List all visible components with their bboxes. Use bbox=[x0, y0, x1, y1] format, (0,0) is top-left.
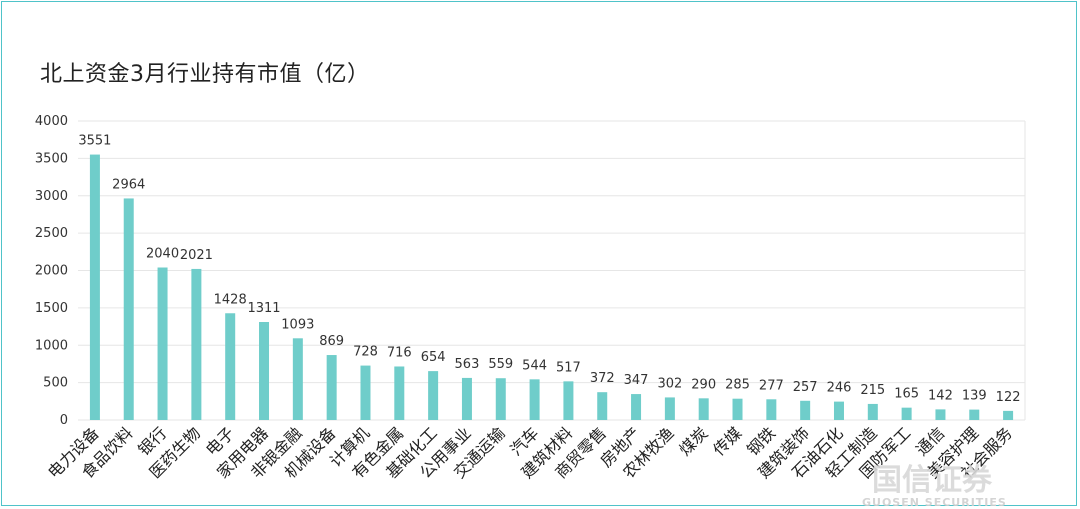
bars bbox=[89, 154, 1014, 420]
data-label: 544 bbox=[522, 358, 547, 373]
x-tick-label: 煤炭 bbox=[675, 423, 711, 459]
data-label: 2021 bbox=[180, 248, 213, 263]
bar bbox=[631, 394, 642, 420]
watermark-text: 国信证券 bbox=[872, 463, 993, 498]
bar bbox=[969, 409, 980, 420]
data-label: 246 bbox=[827, 381, 852, 396]
bar bbox=[123, 198, 134, 420]
data-label: 372 bbox=[590, 371, 615, 386]
bar bbox=[597, 392, 608, 420]
data-label: 1428 bbox=[214, 292, 247, 307]
data-label: 142 bbox=[928, 388, 953, 403]
data-label: 347 bbox=[624, 373, 649, 388]
bar bbox=[698, 398, 709, 420]
y-tick-label: 4000 bbox=[35, 114, 68, 129]
bar bbox=[901, 407, 912, 420]
watermark: 国信证券 GUOSEN SECURITIES bbox=[862, 463, 1007, 509]
data-label: 869 bbox=[319, 334, 344, 349]
data-label: 654 bbox=[421, 350, 446, 365]
bar bbox=[191, 268, 202, 420]
data-label: 165 bbox=[894, 387, 919, 402]
data-label: 559 bbox=[488, 357, 513, 372]
chart-title: 北上资金3月行业持有市值（亿） bbox=[40, 62, 370, 87]
data-label: 517 bbox=[556, 360, 581, 375]
data-label: 277 bbox=[759, 378, 784, 393]
bar bbox=[259, 322, 270, 420]
gridlines bbox=[78, 120, 1026, 421]
data-label: 122 bbox=[996, 390, 1021, 405]
data-label: 285 bbox=[725, 378, 750, 393]
y-tick-label: 2000 bbox=[35, 264, 68, 279]
x-axis-categories: 电力设备食品饮料银行医药生物电子家用电器非银金融机械设备计算机有色金属基础化工公… bbox=[44, 423, 1016, 482]
bar bbox=[292, 338, 303, 420]
bar bbox=[1003, 410, 1014, 420]
y-tick-label: 3500 bbox=[35, 151, 68, 166]
bar bbox=[225, 313, 236, 420]
bar bbox=[800, 400, 811, 420]
data-label: 728 bbox=[353, 345, 378, 360]
bar bbox=[428, 371, 439, 420]
y-tick-label: 1000 bbox=[35, 338, 68, 353]
data-label: 563 bbox=[455, 357, 480, 372]
bar bbox=[495, 378, 506, 420]
bar bbox=[732, 398, 743, 420]
bar bbox=[664, 397, 675, 420]
bar bbox=[867, 403, 878, 420]
y-tick-label: 0 bbox=[60, 413, 68, 428]
bar bbox=[833, 401, 844, 420]
watermark-subtext: GUOSEN SECURITIES bbox=[862, 496, 1007, 509]
data-label: 2040 bbox=[146, 247, 179, 262]
bar bbox=[326, 355, 337, 420]
data-label: 290 bbox=[691, 377, 716, 392]
data-label: 139 bbox=[962, 389, 987, 404]
data-label: 257 bbox=[793, 380, 818, 395]
data-label: 1093 bbox=[281, 317, 314, 332]
y-tick-label: 1500 bbox=[35, 301, 68, 316]
data-label: 2964 bbox=[112, 177, 145, 192]
bar bbox=[461, 377, 472, 420]
y-tick-label: 2500 bbox=[35, 226, 68, 241]
x-tick-label: 传媒 bbox=[709, 423, 745, 459]
y-axis: 0 500 1000 1500 2000 2500 3000 3500 4000 bbox=[35, 114, 68, 428]
data-label: 3551 bbox=[78, 134, 111, 149]
data-label: 215 bbox=[860, 383, 885, 398]
bar bbox=[766, 399, 777, 420]
bar bbox=[563, 381, 574, 420]
data-label: 1311 bbox=[247, 301, 280, 316]
data-label: 716 bbox=[387, 345, 412, 360]
bar bbox=[157, 267, 168, 420]
bar bbox=[394, 366, 405, 420]
bar bbox=[89, 154, 100, 420]
y-tick-label: 500 bbox=[43, 376, 68, 391]
data-label: 302 bbox=[657, 376, 682, 391]
bar bbox=[529, 379, 540, 420]
bar bbox=[935, 409, 946, 420]
y-tick-label: 3000 bbox=[35, 189, 68, 204]
bar bbox=[360, 365, 371, 420]
